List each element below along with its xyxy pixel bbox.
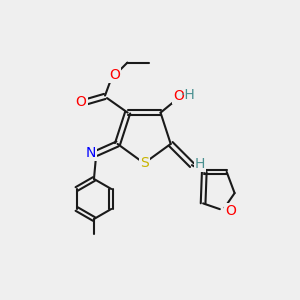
- Text: S: S: [140, 156, 148, 170]
- Text: H: H: [195, 157, 205, 171]
- Text: O: O: [225, 204, 236, 218]
- Text: N: N: [85, 146, 96, 160]
- Text: ·H: ·H: [181, 88, 195, 102]
- Text: O: O: [109, 68, 120, 82]
- Text: O: O: [173, 89, 184, 103]
- Text: O: O: [76, 95, 87, 109]
